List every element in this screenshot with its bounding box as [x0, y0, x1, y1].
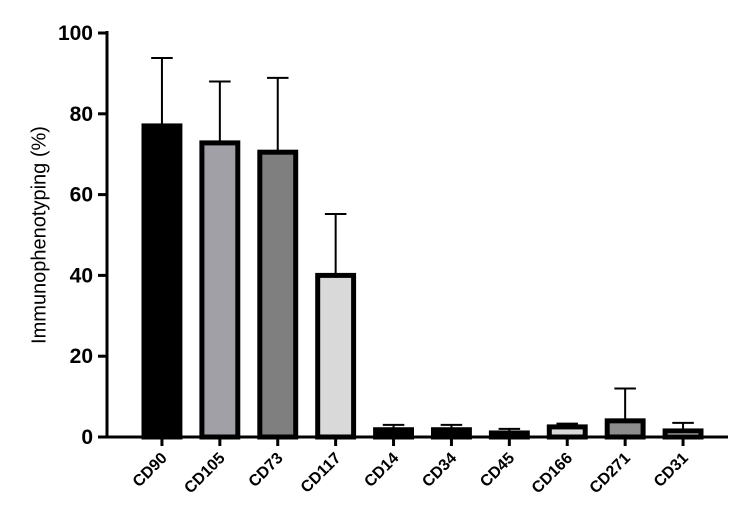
bar	[199, 140, 241, 440]
x-tick-label: CD166	[529, 450, 576, 497]
y-tick-label: 20	[70, 345, 93, 368]
y-tick-label: 40	[70, 264, 93, 287]
y-tick-label: 0	[81, 426, 93, 449]
bar	[546, 424, 588, 440]
x-tick-label: CD117	[298, 450, 345, 497]
x-tick-label: CD105	[181, 450, 228, 497]
x-tick-label: CD31	[651, 450, 692, 491]
y-tick-label: 80	[70, 103, 93, 126]
bar	[141, 123, 183, 440]
x-tick-label: CD14	[361, 450, 402, 491]
x-tick-label: CD271	[587, 450, 634, 497]
x-tick-label: CD34	[419, 450, 460, 491]
y-tick-label: 100	[58, 22, 93, 45]
bar	[604, 418, 646, 440]
x-tick-label: CD90	[130, 450, 171, 491]
bar	[257, 149, 299, 440]
y-axis-title: Immunophenotyping (%)	[28, 126, 50, 344]
y-tick-label: 60	[70, 184, 93, 207]
x-tick-label: CD45	[477, 450, 518, 491]
bar	[315, 272, 357, 440]
x-tick-label: CD73	[246, 450, 287, 491]
